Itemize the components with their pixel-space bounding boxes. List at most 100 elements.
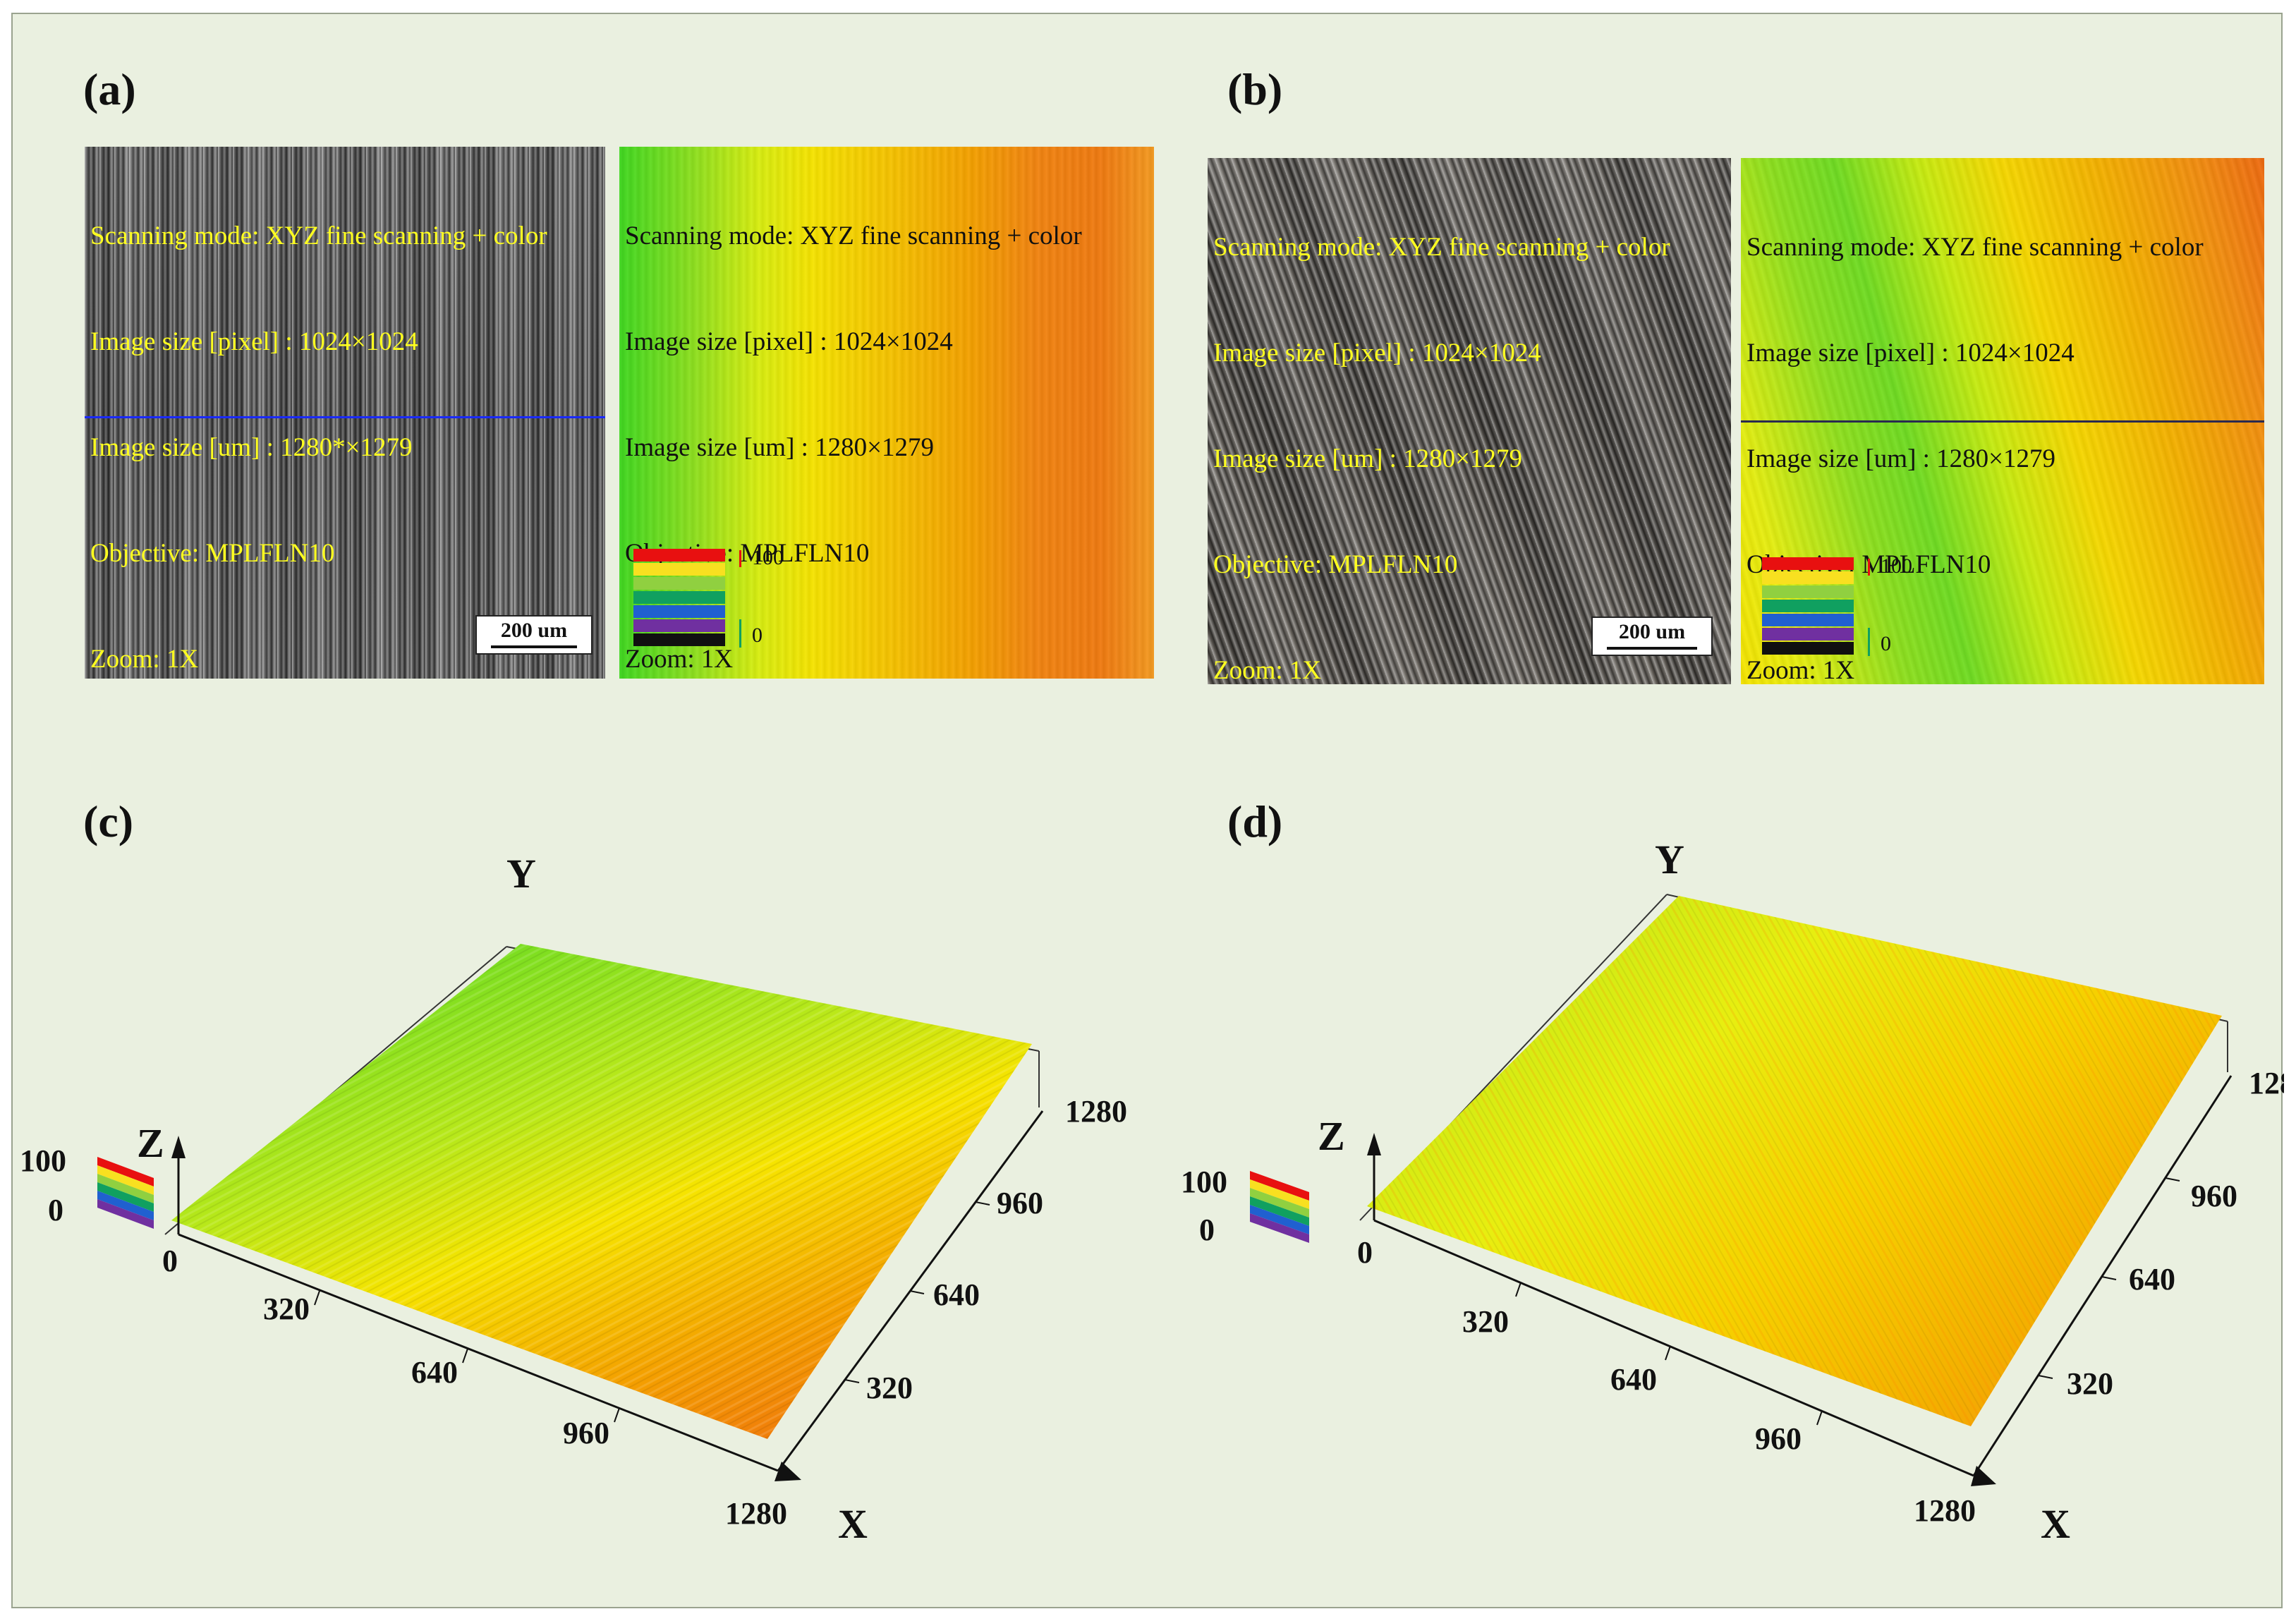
legend-min-label: 0 [1881,632,1891,655]
y-tick [2165,1177,2180,1182]
legend-band [1762,642,1854,655]
info-line: Objective: MPLFLN10 [90,539,335,568]
info-line: Image size [pixel] : 1024×1024 [625,327,953,356]
x-axis-label: X [2041,1501,2070,1547]
legend-band [1762,600,1854,612]
legend-band [1250,1171,1309,1201]
legend-band [1762,571,1854,584]
y-tick-label: 320 [2067,1366,2113,1401]
legend-max-label: 100 [752,546,784,569]
surface-texture-d [1367,896,2222,1426]
x-tick [1665,1345,1671,1361]
legend-band [633,591,725,604]
y-tick-label: 640 [2129,1262,2175,1297]
legend-band [633,549,725,561]
x-tick [1515,1282,1521,1297]
y-tick-label: 1280 [1065,1094,1127,1129]
legend-min-label: 0 [1199,1213,1215,1247]
y-tick [975,1201,990,1206]
panel-label-c: (c) [83,796,134,846]
x-tick-label: 320 [263,1292,310,1326]
info-line: Image size [um] : 1280×1279 [1747,444,2056,473]
y-tick [2101,1276,2117,1280]
scale-bar-label: 200 um [500,619,568,642]
figure: (a) Scanning mode: XYZ fine scanning + c… [11,13,2284,1608]
optical-micrograph-a: Scanning mode: XYZ fine scanning + color… [85,147,605,679]
legend-band [633,605,725,618]
legend-band [1250,1213,1309,1243]
optical-micrograph-b: Scanning mode: XYZ fine scanning + color… [1208,158,1731,684]
info-line: Objective: MPLFLN10 [1213,550,1458,579]
y-tick-label: 960 [997,1186,1043,1220]
info-line: Zoom: 1X [625,645,734,674]
legend-band [633,563,725,576]
info-line: Scanning mode: XYZ fine scanning + color [90,221,547,250]
info-line: Image size [um] : 1280×1279 [625,433,935,462]
z-axis-arrow [171,1136,186,1158]
info-line: Image size [pixel] : 1024×1024 [90,327,418,356]
scale-bar-a: 200 um [475,615,593,655]
legend-band [97,1157,154,1186]
scale-bar-line [491,645,577,648]
x-tick [314,1290,320,1306]
legend-band [1250,1196,1309,1226]
color-legend-d: 100 0 [1181,1165,1309,1247]
x-tick-label: 960 [1755,1421,1802,1456]
legend-band [1762,614,1854,626]
legend-band [97,1182,154,1212]
legend-band [1762,628,1854,640]
legend-max-label: 100 [1881,554,1912,578]
info-line: Zoom: 1X [1747,656,1855,684]
panel-label-a: (a) [83,64,136,114]
info-line: Image size [pixel] : 1024×1024 [1213,339,1541,368]
legend-band [1762,557,1854,570]
legend-band [633,577,725,590]
height-map-a: Scanning mode: XYZ fine scanning + color… [619,147,1154,679]
legend-tick [739,619,741,648]
x-tick-label: 640 [411,1355,458,1390]
legend-min-label: 0 [48,1193,63,1227]
legend-min-label: 0 [752,624,763,647]
y-tick-label: 320 [866,1371,913,1405]
info-line: Scanning mode: XYZ fine scanning + color [1213,233,1670,262]
height-map-b: Scanning mode: XYZ fine scanning + color… [1741,158,2264,684]
x-tick-label: 1280 [1914,1493,1976,1528]
optical-info-b: Scanning mode: XYZ fine scanning + color… [1213,159,1670,684]
info-line: Image size [um] : 1280*×1279 [90,433,413,462]
surface-3d-c: 0 320 640 960 1280 320 640 960 1280 X Y … [20,851,1127,1547]
legend-band [97,1191,154,1220]
z-axis-label: Z [1318,1113,1345,1159]
z-axis-label: Z [137,1120,164,1166]
x-axis-line [178,1233,779,1472]
x-tick [614,1407,620,1423]
y-tick [2038,1375,2053,1379]
scale-bar-line [1607,647,1697,650]
y-tick-label: 640 [933,1277,980,1312]
x-tick-label: 0 [1357,1235,1373,1270]
legend-tick [1868,559,1870,576]
x-tick [1816,1410,1823,1426]
panel-label-b: (b) [1227,64,1283,114]
legend-band [97,1165,154,1195]
panel-label-d: (d) [1227,796,1283,846]
info-line: Image size [pixel] : 1024×1024 [1747,339,2075,368]
profile-line-b [1741,420,2264,423]
legend-band [1250,1179,1309,1209]
legend-band [97,1174,154,1203]
color-legend-a: 100 0 [633,546,784,655]
x-axis-label: X [838,1501,868,1547]
color-legend-b: 100 0 [1762,554,1912,663]
y-tick [844,1379,860,1383]
info-line: Scanning mode: XYZ fine scanning + color [625,221,1082,250]
x-axis-line [1373,1219,1974,1477]
legend-tick [739,550,741,567]
legend-band [1762,585,1854,598]
surface-3d-d: 0 320 640 960 1280 320 640 960 1280 X Y … [1181,837,2284,1547]
x-tick-label: 320 [1462,1304,1509,1339]
surface-texture-c [171,944,1032,1439]
profile-line-a [85,416,605,418]
x-tick-label: 960 [563,1416,609,1450]
x-tick-label: 0 [162,1244,178,1278]
x-tick-label: 1280 [725,1496,787,1531]
color-legend-c: 100 0 [20,1143,154,1229]
